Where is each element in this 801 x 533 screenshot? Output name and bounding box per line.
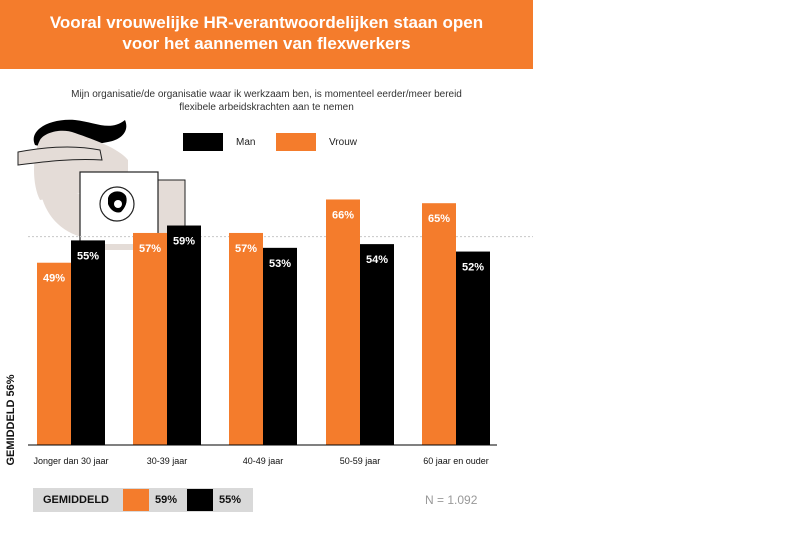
bar-man-1 [71,240,105,445]
chart-header: Vooral vrouwelijke HR-verantwoordelijken… [0,0,533,69]
bar-man-2 [167,225,201,445]
bar-vrouw-1 [37,262,71,445]
data-label-vrouw-4: 66% [332,209,354,221]
chart-title-line2: voor het aannemen van flexwerkers [122,34,411,53]
subtitle-line1: Mijn organisatie/de organisatie waar ik … [71,89,462,100]
data-label-vrouw-3: 57% [235,243,257,255]
data-label-man-2: 59% [173,236,195,248]
x-tick-label-2: 30-39 jaar [147,456,188,466]
average-value-vrouw: 59% [155,494,178,506]
legend-swatch-vrouw [276,133,316,151]
bar-vrouw-3 [229,232,263,445]
average-label: GEMIDDELD [43,494,109,506]
data-label-man-1: 55% [77,250,99,262]
chart-subtitle: Mijn organisatie/de organisatie waar ik … [0,88,533,114]
legend-label-vrouw: Vrouw [329,136,357,148]
y-axis-label-wrap: GEMIDDELD 56% [4,350,18,490]
legend-vrouw: Vrouw [276,133,357,151]
legend-man: Man [183,133,255,151]
x-tick-label-4: 50-59 jaar [340,456,381,466]
x-tick-label-5: 60 jaar en ouder [423,456,489,466]
bars-layer: 49% 55% 57% 59% 57% 53% 66% 54% 65% 52% [37,199,490,445]
average-swatch-man [187,489,213,511]
woman-with-laptop-illustration [17,119,186,250]
legend-label-man: Man [236,136,256,148]
y-axis-label: GEMIDDELD 56% [5,374,17,466]
bar-vrouw-2 [133,232,167,445]
data-label-man-4: 54% [366,254,388,266]
average-swatch-vrouw [123,489,149,511]
data-label-vrouw-5: 65% [428,213,450,225]
subtitle-line2: flexibele arbeidskrachten aan te nemen [179,102,354,113]
average-value-man: 55% [219,494,242,506]
x-tick-label-3: 40-49 jaar [243,456,284,466]
data-label-vrouw-1: 49% [43,273,65,285]
data-label-vrouw-2: 57% [139,243,161,255]
bar-vrouw-5 [422,203,456,445]
x-tick-labels: Jonger dan 30 jaar 30-39 jaar 40-49 jaar 50… [33,456,488,466]
bar-man-3 [263,247,297,445]
bar-man-4 [360,244,394,445]
data-label-man-5: 52% [462,262,484,274]
data-label-man-3: 53% [269,258,291,270]
x-tick-label-1: Jonger dan 30 jaar [33,456,108,466]
legend-swatch-man [183,133,223,151]
bar-vrouw-4 [326,199,360,445]
sample-size: N = 1.092 [425,493,478,507]
chart-title-line1: Vooral vrouwelijke HR-verantwoordelijken… [49,13,484,32]
bar-man-5 [456,251,490,445]
